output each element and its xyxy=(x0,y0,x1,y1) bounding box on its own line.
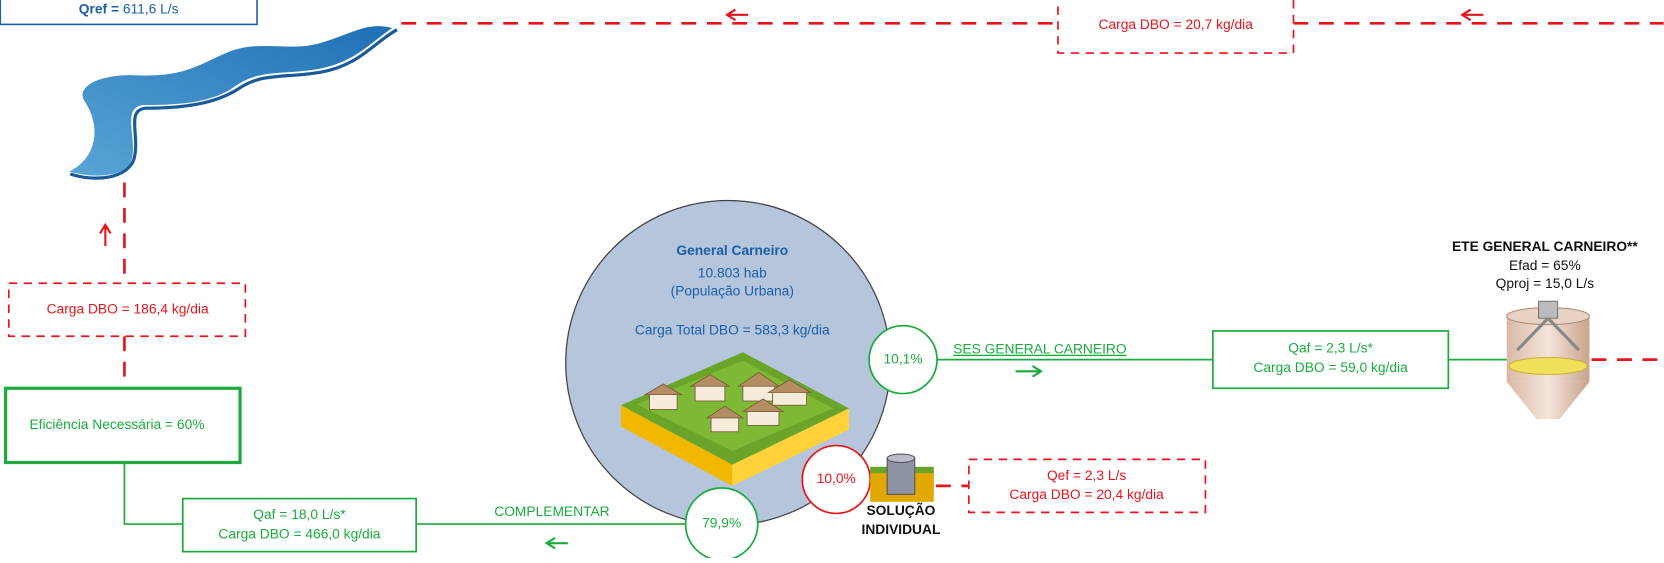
top-flow-load: Carga DBO = 20,7 kg/dia xyxy=(1099,17,1254,32)
complementar-line xyxy=(124,463,182,525)
individual-label: INDIVIDUAL xyxy=(862,522,941,537)
complementar-load: Carga DBO = 466,0 kg/dia xyxy=(218,526,380,541)
city-name: General Carneiro xyxy=(676,243,788,258)
arrow-left xyxy=(1462,10,1483,21)
city-total-load: Carga Total DBO = 583,3 kg/dia xyxy=(635,323,830,338)
shape xyxy=(1509,358,1588,375)
ete-title: ETE GENERAL CARNEIRO** xyxy=(1452,239,1638,254)
city-population: 10.803 hab xyxy=(698,265,767,280)
individual-share: 10,0% xyxy=(817,471,856,486)
qref-label: Qref = xyxy=(79,1,119,16)
complementar-label: COMPLEMENTAR xyxy=(494,504,609,519)
shape xyxy=(887,454,915,462)
complementar-flow: Qaf = 18,0 L/s* xyxy=(253,507,346,522)
complementar-share: 79,9% xyxy=(702,516,741,531)
ses-flow: Qaf = 2,3 L/s* xyxy=(1288,341,1373,356)
ses-load: Carga DBO = 59,0 kg/dia xyxy=(1253,360,1408,375)
diagram: Qref = 611,6 L/s Carga DBO = 20,7 kg/dia… xyxy=(0,0,1664,558)
individual-label: SOLUÇÃO xyxy=(867,501,936,518)
shape xyxy=(1539,301,1558,318)
individual-icon xyxy=(870,454,934,502)
ses-label: SES GENERAL CARNEIRO xyxy=(953,342,1127,357)
river-flow-load: Carga DBO = 186,4 kg/dia xyxy=(47,301,209,316)
arrow-up xyxy=(100,225,111,246)
individual-flow: Qef = 2,3 L/s xyxy=(1047,468,1126,483)
qref-value: 611,6 L/s xyxy=(123,1,179,16)
efficiency-label: Eficiência Necessária = 60% xyxy=(29,417,204,432)
shape xyxy=(887,458,915,494)
arrow-right xyxy=(1016,366,1041,377)
river-box-text: Qref = 611,6 L/s xyxy=(79,1,179,16)
ete-design-flow: Qproj = 15,0 L/s xyxy=(1496,276,1595,291)
arrow-left xyxy=(547,538,568,549)
individual-load: Carga DBO = 20,4 kg/dia xyxy=(1009,487,1164,502)
city-population-note: (População Urbana) xyxy=(671,283,794,298)
ete-tank xyxy=(1507,301,1590,419)
arrow-left xyxy=(727,10,748,21)
river xyxy=(66,25,395,177)
ete-efficiency: Efad = 65% xyxy=(1509,258,1581,273)
ses-share: 10,1% xyxy=(884,351,923,366)
shape xyxy=(1507,382,1590,419)
